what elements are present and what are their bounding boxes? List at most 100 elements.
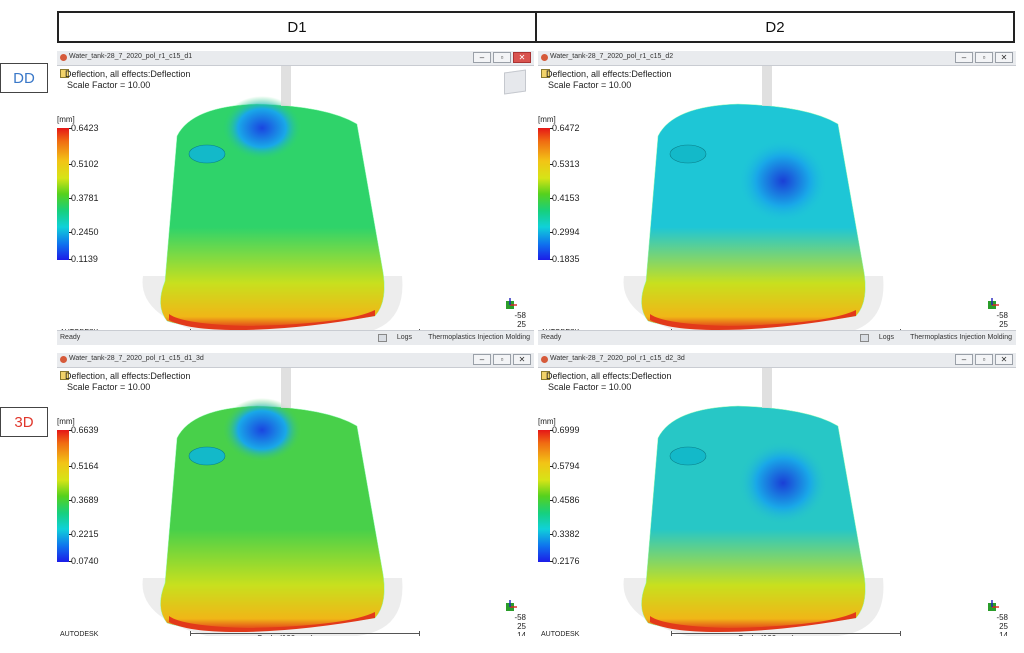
legend-tick	[550, 561, 553, 562]
result-icon	[541, 69, 550, 78]
minimize-icon[interactable]: –	[955, 52, 973, 63]
axis-value: 14	[999, 631, 1008, 636]
legend-value: 0.2176	[552, 556, 580, 566]
axis-triad-icon	[988, 600, 999, 611]
column-header-d1: D1	[287, 18, 307, 36]
logs-icon[interactable]	[378, 334, 387, 342]
window-titlebar[interactable]: Water_tank-28_7_2020_pol_r1_c15_d2 – ▫ ✕	[538, 51, 1016, 66]
column-header-table: D1 D2	[57, 11, 1015, 43]
close-icon[interactable]: ✕	[513, 52, 531, 63]
result-icon	[541, 371, 550, 380]
legend-tick	[69, 430, 72, 431]
deflection-model-plot	[142, 368, 403, 636]
legend-tick	[550, 259, 553, 260]
model-viewport[interactable]: Deflection, all effects:Deflection Scale…	[57, 368, 534, 636]
result-title: Deflection, all effects:Deflection	[546, 69, 672, 79]
model-viewport[interactable]: Deflection, all effects:Deflection Scale…	[538, 368, 1016, 636]
deflection-model-plot	[142, 66, 403, 334]
legend-value: 0.2450	[71, 227, 99, 237]
legend-value: 0.6472	[552, 123, 580, 133]
legend-value: 0.5794	[552, 461, 580, 471]
legend-tick	[550, 232, 553, 233]
logs-button[interactable]: Logs	[878, 334, 894, 341]
deflection-model-plot	[623, 368, 884, 636]
moldflow-window-d1-dd[interactable]: Water_tank-28_7_2020_pol_r1_c15_d1 – ▫ ✕	[57, 51, 534, 345]
legend-tick	[550, 164, 553, 165]
legend-tick	[550, 500, 553, 501]
max-deflection-zone	[222, 96, 302, 160]
window-titlebar[interactable]: Water_tank-28_7_2020_pol_r1_c15_d1_3d – …	[57, 353, 534, 368]
close-icon[interactable]: ✕	[513, 354, 531, 365]
app-icon	[541, 54, 548, 61]
tank-rim	[650, 310, 856, 330]
close-icon[interactable]: ✕	[995, 52, 1013, 63]
axis-value: -58	[996, 613, 1008, 622]
legend-value: 0.3781	[71, 193, 99, 203]
brand-label: AUTODESK	[541, 631, 580, 636]
axis-value: 14	[517, 631, 526, 636]
legend-tick	[550, 430, 553, 431]
model-viewport[interactable]: Deflection, all effects:Deflection Scale…	[538, 66, 1016, 345]
legend-value: 0.5164	[71, 461, 99, 471]
legend-value: 0.6999	[552, 425, 580, 435]
legend-tick	[69, 534, 72, 535]
legend-tick	[69, 128, 72, 129]
legend-tick	[69, 259, 72, 260]
minimize-icon[interactable]: –	[473, 52, 491, 63]
legend-value: 0.1139	[71, 254, 98, 264]
legend-tick	[550, 534, 553, 535]
deflection-model-plot	[623, 66, 884, 334]
legend-tick	[69, 164, 72, 165]
sprue	[762, 368, 772, 408]
legend-value: 0.4586	[552, 495, 580, 505]
restore-icon[interactable]: ▫	[975, 52, 993, 63]
tank-inlet-opening	[188, 144, 226, 164]
legend-tick	[69, 500, 72, 501]
minimize-icon[interactable]: –	[955, 354, 973, 365]
minimize-icon[interactable]: –	[473, 354, 491, 365]
scale-factor: Scale Factor = 10.00	[548, 80, 632, 90]
logs-button[interactable]: Logs	[396, 334, 412, 341]
moldflow-window-d2-dd[interactable]: Water_tank-28_7_2020_pol_r1_c15_d2 – ▫ ✕	[538, 51, 1016, 345]
window-titlebar[interactable]: Water_tank-28_7_2020_pol_r1_c15_d1 – ▫ ✕	[57, 51, 534, 66]
scale-bar	[671, 631, 901, 636]
tank-body	[641, 103, 866, 329]
logs-icon[interactable]	[860, 334, 869, 342]
tank-inlet-opening	[188, 446, 226, 466]
app-icon	[541, 356, 548, 363]
tank-inlet-opening	[669, 144, 707, 164]
legend-tick	[69, 232, 72, 233]
legend-unit: [mm]	[538, 417, 556, 426]
result-title: Deflection, all effects:Deflection	[546, 371, 672, 381]
window-titlebar[interactable]: Water_tank-28_7_2020_pol_r1_c15_d2_3d – …	[538, 353, 1016, 368]
status-ready: Ready	[60, 334, 81, 341]
sprue	[762, 66, 772, 106]
moldflow-window-d1-3d[interactable]: Water_tank-28_7_2020_pol_r1_c15_d1_3d – …	[57, 353, 534, 636]
view-cube-icon[interactable]	[504, 69, 526, 95]
color-legend-bar	[538, 430, 550, 562]
axis-value: -58	[514, 311, 526, 320]
model-viewport[interactable]: Deflection, all effects:Deflection Scale…	[57, 66, 534, 345]
result-icon	[60, 69, 69, 78]
legend-unit: [mm]	[57, 115, 75, 124]
axis-value: 25	[999, 622, 1008, 631]
status-bar: Ready Logs Thermoplastics Injection Mold…	[57, 330, 534, 345]
legend-value: 0.4153	[552, 193, 580, 203]
brand-label: AUTODESK	[60, 631, 99, 636]
status-ready: Ready	[541, 334, 562, 341]
legend-unit: [mm]	[57, 417, 75, 426]
close-icon[interactable]: ✕	[995, 354, 1013, 365]
sprue	[281, 66, 291, 106]
app-icon	[60, 54, 67, 61]
restore-icon[interactable]: ▫	[493, 52, 511, 63]
color-legend-bar	[57, 128, 69, 260]
color-legend-bar	[538, 128, 550, 260]
sprue	[281, 368, 291, 408]
legend-tick	[69, 561, 72, 562]
legend-tick	[550, 198, 553, 199]
restore-icon[interactable]: ▫	[975, 354, 993, 365]
legend-value: 0.6639	[71, 425, 99, 435]
legend-value: 0.3382	[552, 529, 580, 539]
restore-icon[interactable]: ▫	[493, 354, 511, 365]
moldflow-window-d2-3d[interactable]: Water_tank-28_7_2020_pol_r1_c15_d2_3d – …	[538, 353, 1016, 636]
